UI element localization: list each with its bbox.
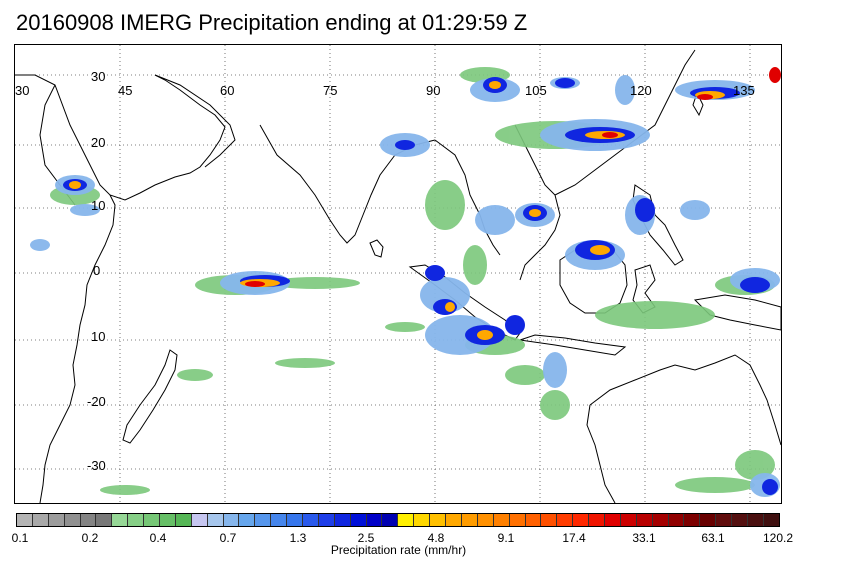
tick-label: 17.4 [562, 531, 586, 545]
tick-label: 1.3 [289, 531, 307, 545]
color-swatch [303, 514, 319, 526]
color-swatch [652, 514, 669, 526]
color-swatch [255, 514, 272, 526]
color-swatch [382, 514, 399, 526]
color-swatch [175, 514, 192, 526]
tick-label: 0.7 [219, 531, 237, 545]
map-canvas [15, 45, 781, 503]
lat-label-20: 20 [91, 135, 106, 150]
lat-label-0: 0 [93, 263, 101, 278]
color-swatch [160, 514, 176, 526]
lat-label-neg10: 10 [91, 329, 106, 344]
lat-lon-grid [15, 45, 781, 503]
color-swatch [32, 514, 49, 526]
lon-label-135: 135 [733, 83, 755, 98]
color-swatch [747, 514, 764, 526]
tick-label: 9.1 [497, 531, 515, 545]
color-swatch [112, 514, 129, 526]
tick-label: 0.2 [81, 531, 99, 545]
map-title: 20160908 IMERG Precipitation ending at 0… [16, 10, 528, 35]
lon-label-45: 45 [118, 83, 133, 98]
lat-label-10: 10 [91, 198, 106, 213]
tick-label: 0.1 [11, 531, 29, 545]
color-swatch [318, 514, 335, 526]
color-swatch [684, 514, 701, 526]
colorbar-title: Precipitation rate (mm/hr) [330, 543, 467, 557]
color-swatch [573, 514, 590, 526]
color-swatch [461, 514, 478, 526]
color-swatch [144, 514, 161, 526]
color-swatch [636, 514, 653, 526]
color-swatch [589, 514, 605, 526]
lon-label-120: 120 [630, 83, 652, 98]
color-swatch [732, 514, 748, 526]
color-swatch [350, 514, 367, 526]
precipitation-field [30, 67, 781, 497]
lon-label-60: 60 [220, 83, 235, 98]
tick-label: 0.4 [149, 531, 167, 545]
color-swatch [64, 514, 81, 526]
color-swatch [334, 514, 351, 526]
precipitation-map: 30 45 60 75 90 105 120 135 30 20 10 0 10… [14, 44, 782, 504]
tick-label: 4.8 [427, 531, 445, 545]
color-swatch [763, 514, 779, 526]
color-swatch [620, 514, 637, 526]
color-swatch [557, 514, 574, 526]
color-swatch [716, 514, 733, 526]
lat-label-neg20: -20 [87, 394, 106, 409]
color-swatch [287, 514, 304, 526]
color-swatch [48, 514, 65, 526]
color-swatch [366, 514, 383, 526]
color-swatch [17, 514, 33, 526]
color-swatch [509, 514, 526, 526]
color-scale-bar [16, 513, 780, 527]
coastlines [15, 49, 781, 503]
lon-label-75: 75 [323, 83, 338, 98]
color-swatch [207, 514, 224, 526]
color-swatch [541, 514, 558, 526]
color-swatch [477, 514, 494, 526]
lon-label-30: 30 [15, 83, 30, 98]
color-swatch [493, 514, 510, 526]
color-swatch [271, 514, 288, 526]
tick-label: 63.1 [701, 531, 725, 545]
color-swatch [446, 514, 462, 526]
color-swatch [525, 514, 542, 526]
color-swatch [700, 514, 717, 526]
tick-label: 120.2 [762, 531, 794, 545]
color-swatch [398, 514, 415, 526]
color-swatch [80, 514, 97, 526]
lat-label-neg30: -30 [87, 458, 106, 473]
tick-label: 33.1 [632, 531, 656, 545]
color-swatch [128, 514, 145, 526]
lon-label-105: 105 [525, 83, 547, 98]
color-swatch [414, 514, 431, 526]
color-swatch [430, 514, 447, 526]
lat-label-30: 30 [91, 69, 106, 84]
lon-label-90: 90 [426, 83, 441, 98]
color-swatch [239, 514, 256, 526]
color-swatch [191, 514, 208, 526]
color-swatch [668, 514, 685, 526]
color-swatch [223, 514, 240, 526]
tick-label: 2.5 [357, 531, 375, 545]
color-swatch [604, 514, 621, 526]
color-swatch [96, 514, 113, 526]
